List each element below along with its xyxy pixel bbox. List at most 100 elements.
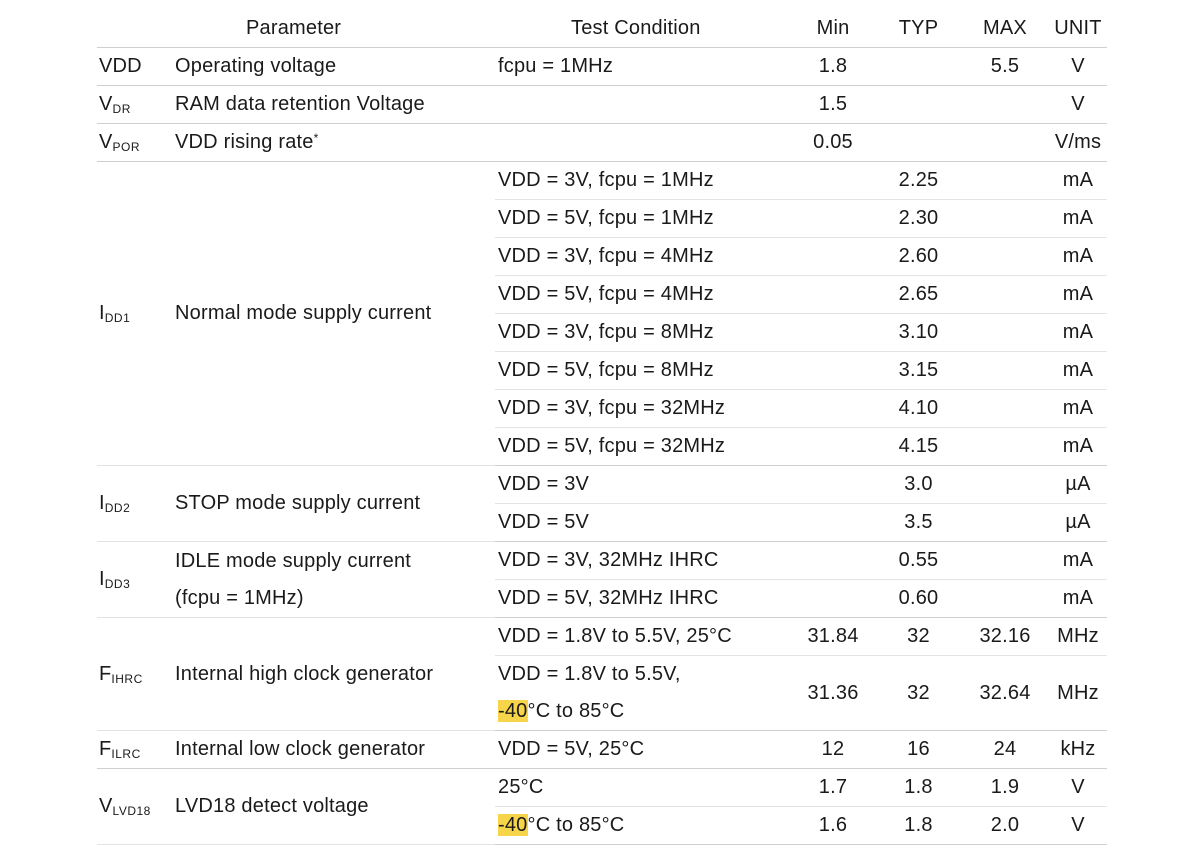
parameter-cell: STOP mode supply current: [171, 465, 495, 542]
symbol-cell: VPOR: [97, 123, 171, 162]
typ-cell: 32: [876, 617, 961, 656]
table-row: VDD = 5V, fcpu = 4MHz 2.65 mA: [97, 275, 1107, 314]
unit-cell: V: [1049, 768, 1107, 807]
max-cell: [961, 427, 1049, 466]
symbol-subscript: DD3: [104, 577, 131, 591]
typ-cell: 16: [876, 730, 961, 769]
symbol-cell: IDD2: [97, 465, 171, 542]
parameter-cell: Normal mode supply current: [171, 161, 495, 466]
typ-cell: 3.15: [876, 351, 961, 390]
min-cell: 1.6: [790, 806, 876, 845]
table-row: VDD = 3V, fcpu = 32MHz 4.10 mA: [97, 389, 1107, 428]
typ-header: TYP: [876, 10, 961, 48]
min-cell: 31.36: [790, 655, 876, 731]
condition-cell: 25°C: [495, 768, 790, 807]
table-row: VDD = 5V, fcpu = 8MHz 3.15 mA: [97, 351, 1107, 390]
typ-cell: 0.55: [876, 541, 961, 580]
parameter-text-line2: (fcpu = 1MHz): [175, 586, 304, 609]
max-header: MAX: [961, 10, 1049, 48]
max-cell: [961, 123, 1049, 162]
symbol-subscript: DD2: [104, 501, 131, 515]
symbol-cell: VDR: [97, 85, 171, 124]
max-cell: 32.64: [961, 655, 1049, 731]
max-cell: [961, 351, 1049, 390]
condition-cell: VDD = 5V, 32MHz IHRC: [495, 579, 790, 618]
condition-cell: [495, 85, 790, 124]
min-cell: 1.5: [790, 85, 876, 124]
footnote-mark: *: [313, 131, 319, 145]
condition-cell: VDD = 3V, fcpu = 8MHz: [495, 313, 790, 352]
typ-cell: 3.5: [876, 503, 961, 542]
condition-text-rest: °C to 85°C: [527, 700, 625, 722]
condition-cell: VDD = 5V, fcpu = 1MHz: [495, 199, 790, 238]
unit-cell: mA: [1049, 427, 1107, 466]
condition-cell: VDD = 5V, fcpu = 8MHz: [495, 351, 790, 390]
condition-cell: VDD = 5V: [495, 503, 790, 542]
unit-cell: mA: [1049, 237, 1107, 276]
max-cell: [961, 199, 1049, 238]
condition-cell: VDD = 3V, 32MHz IHRC: [495, 541, 790, 580]
unit-cell: mA: [1049, 541, 1107, 580]
min-cell: [790, 465, 876, 504]
min-cell: [790, 579, 876, 618]
typ-cell: 2.60: [876, 237, 961, 276]
table-row: VDD = 5V 3.5 µA: [97, 503, 1107, 542]
table-row: VDD = 3V, fcpu = 8MHz 3.10 mA: [97, 313, 1107, 352]
typ-cell: 2.30: [876, 199, 961, 238]
condition-cell: VDD = 3V, fcpu = 4MHz: [495, 237, 790, 276]
typ-cell: 4.15: [876, 427, 961, 466]
max-cell: 24: [961, 730, 1049, 769]
symbol-cell: IDD3: [97, 541, 171, 618]
table-row: VDD Operating voltage fcpu = 1MHz 1.8 5.…: [97, 47, 1107, 86]
table-row: VLVD18 LVD18 detect voltage 25°C 1.7 1.8…: [97, 768, 1107, 845]
condition-cell: -40°C to 85°C: [495, 806, 790, 845]
electrical-characteristics-table: Parameter Test Condition Min TYP MAX UNI…: [97, 10, 1107, 845]
table-row: VDD = 1.8V to 5.5V, -40°C to 85°C 31.36 3…: [97, 655, 1107, 731]
table-row: VDD = 5V, fcpu = 32MHz 4.15 mA: [97, 427, 1107, 466]
min-cell: 1.8: [790, 47, 876, 86]
condition-cell: VDD = 5V, fcpu = 32MHz: [495, 427, 790, 466]
table-row: FIHRC Internal high clock generator VDD …: [97, 617, 1107, 731]
condition-text-rest: °C to 85°C: [527, 814, 625, 836]
condition-text: VDD = 1.8V to 5.5V,: [498, 663, 681, 685]
max-cell: 5.5: [961, 47, 1049, 86]
condition-header: Test Condition: [495, 10, 790, 48]
unit-cell: V: [1049, 47, 1107, 86]
typ-cell: 3.0: [876, 465, 961, 504]
condition-text-line2: -40°C to 85°C: [498, 693, 790, 730]
min-cell: 1.7: [790, 768, 876, 807]
min-cell: [790, 237, 876, 276]
max-cell: 1.9: [961, 768, 1049, 807]
unit-cell: mA: [1049, 199, 1107, 238]
typ-cell: [876, 123, 961, 162]
header-row: Parameter Test Condition Min TYP MAX UNI…: [97, 10, 1107, 48]
unit-cell: kHz: [1049, 730, 1107, 769]
condition-cell: VDD = 5V, fcpu = 4MHz: [495, 275, 790, 314]
max-cell: [961, 161, 1049, 200]
symbol-subscript: POR: [112, 140, 141, 154]
symbol-base: V: [99, 93, 113, 115]
parameter-cell: Internal low clock generator: [171, 730, 495, 769]
symbol-base: V: [99, 795, 113, 817]
min-cell: 31.84: [790, 617, 876, 656]
highlighted-text: -40: [498, 700, 528, 722]
max-cell: [961, 503, 1049, 542]
unit-cell: mA: [1049, 579, 1107, 618]
condition-cell: VDD = 3V, fcpu = 1MHz: [495, 161, 790, 200]
symbol-cell: FILRC: [97, 730, 171, 769]
table-row: VPOR VDD rising rate* 0.05 V/ms: [97, 123, 1107, 162]
symbol-subscript: IHRC: [111, 671, 143, 686]
typ-cell: 4.10: [876, 389, 961, 428]
table-row: -40°C to 85°C 1.6 1.8 2.0 V: [97, 806, 1107, 845]
table-row: VDD = 5V, 32MHz IHRC 0.60 mA: [97, 579, 1107, 618]
condition-cell: VDD = 5V, 25°C: [495, 730, 790, 769]
min-cell: [790, 275, 876, 314]
symbol-cell: VDD: [97, 47, 171, 86]
symbol-base: F: [99, 738, 112, 760]
table-row: VDD = 3V, fcpu = 4MHz 2.60 mA: [97, 237, 1107, 276]
symbol-header: [97, 10, 171, 48]
unit-header: UNIT: [1049, 10, 1107, 48]
unit-cell: µA: [1049, 503, 1107, 542]
max-cell: [961, 85, 1049, 124]
condition-cell: fcpu = 1MHz: [495, 47, 790, 86]
